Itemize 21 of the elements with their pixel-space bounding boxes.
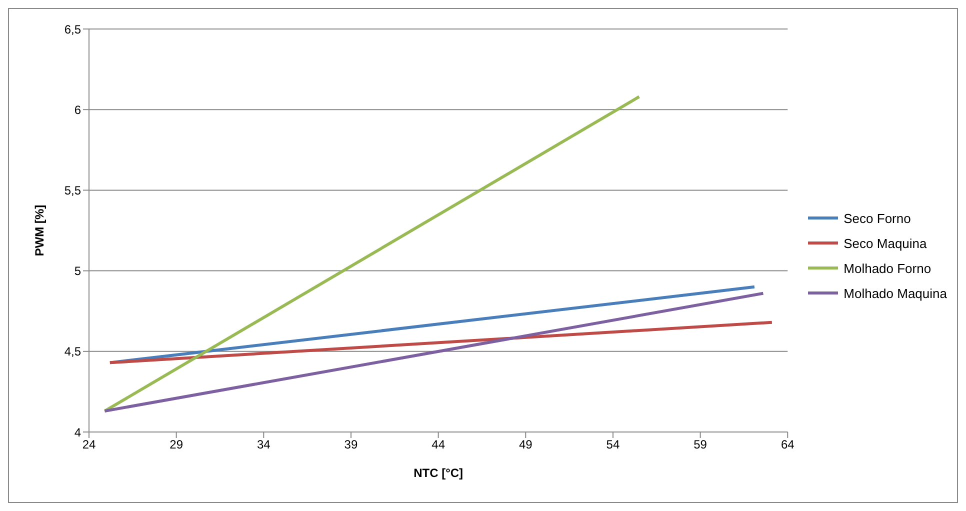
x-tick-label: 39 [344, 438, 358, 452]
y-axis-title: PWM [%] [32, 204, 46, 256]
y-tick-label: 5 [74, 264, 82, 278]
x-tick-label: 64 [780, 438, 795, 452]
x-tick-label: 54 [606, 438, 620, 452]
legend-label: Seco Forno [844, 210, 911, 226]
legend-label: Seco Maquina [844, 236, 927, 250]
x-axis-title: NTC [°C] [414, 466, 464, 480]
legend-label: Molhado Forno [844, 260, 932, 276]
x-tick-label: 49 [518, 438, 533, 452]
x-tick-label: 34 [256, 438, 271, 452]
x-tick-label: 24 [82, 438, 96, 452]
x-tick-label: 59 [694, 438, 708, 452]
legend-label: Molhado Maquina [844, 286, 947, 300]
x-tick-label: 44 [432, 438, 446, 452]
y-tick-label: 6 [74, 102, 82, 117]
y-tick-label: 6,5 [64, 22, 82, 36]
x-tick-label: 29 [170, 438, 184, 452]
y-tick-label: 5,5 [64, 183, 82, 198]
y-tick-label: 4,5 [64, 344, 82, 359]
y-tick-label: 4 [74, 425, 82, 440]
